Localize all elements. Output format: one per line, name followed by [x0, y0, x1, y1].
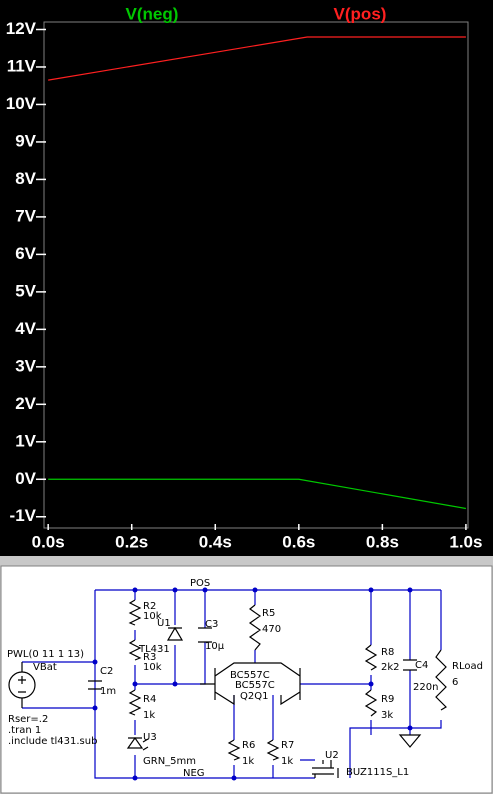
source-param: Rser=.2 [8, 714, 48, 725]
part-value: BC557C [235, 680, 275, 691]
y-tick-label: 6V [15, 244, 36, 263]
part-name: C3 [205, 619, 218, 630]
part-value: 6 [452, 677, 458, 688]
waveform-pane: 12V 11V 10V 9V 8V 7V 6V 5V 4V 3V 2V 1V 0V -1V 0.0s 0.2s… [0, 0, 493, 556]
x-tick-label: 0.0s [32, 532, 65, 551]
y-tick-label: 5V [15, 281, 36, 300]
part-name: R2 [143, 601, 156, 612]
wires [22, 587, 442, 781]
x-tick-label: 1.0s [449, 532, 482, 551]
part-value: 10k [143, 611, 162, 622]
y-tick-label: 1V [15, 431, 36, 450]
y-tick-label: 9V [15, 131, 36, 150]
y-tick-label: 0V [15, 469, 36, 488]
plot-frame [43, 21, 469, 529]
x-tick-label: 0.8s [366, 532, 399, 551]
part-value: 470 [262, 624, 281, 635]
part-value: GRN_5mm [143, 756, 196, 767]
part-name: RLoad [452, 661, 483, 672]
net-label: POS [190, 578, 210, 589]
part-value: 3k [381, 710, 393, 721]
part-name: U2 [325, 750, 339, 761]
legend-entry: V(pos) [334, 4, 387, 23]
part-name: U3 [143, 732, 157, 743]
part-value: BUZ111S_L1 [346, 767, 409, 778]
part-name: R9 [381, 694, 394, 705]
part-name: R8 [381, 647, 394, 658]
y-tick-label: -1V [10, 506, 37, 525]
y-tick-label: 12V [6, 19, 37, 38]
part-value: 220n [413, 682, 438, 693]
directive: .include tl431.sub [8, 736, 97, 747]
y-tick-label: 7V [15, 206, 36, 225]
y-tick-label: 10V [6, 94, 37, 113]
part-value: 1k [242, 756, 254, 767]
y-tick-label: 2V [15, 394, 36, 413]
part-name: R4 [143, 694, 156, 705]
y-tick-label: 8V [15, 169, 36, 188]
part-name: Q2Q1 [240, 691, 268, 702]
series-line [48, 478, 467, 510]
part-value: 1k [143, 710, 155, 721]
y-tick-label: 3V [15, 356, 36, 375]
legend-entry: V(neg) [126, 4, 179, 23]
part-name: VBat [33, 662, 57, 673]
part-value: 2k2 [381, 662, 400, 673]
part-value: BC557C [230, 670, 270, 681]
y-tick-label: 4V [15, 319, 36, 338]
part-name: R7 [281, 740, 294, 751]
part-value: 10µ [205, 641, 225, 652]
x-tick-label: 0.4s [199, 532, 232, 551]
series-line [48, 36, 466, 81]
source-value: PWL(0 11 1 13) [7, 649, 84, 660]
part-name: C2 [100, 666, 113, 677]
components [8, 599, 447, 778]
part-name: U1 [157, 618, 171, 629]
separator [0, 556, 493, 566]
pane-bg [0, 0, 493, 556]
part-name: R3 [143, 652, 156, 663]
part-value: 1k [281, 756, 293, 767]
part-name: C4 [415, 660, 428, 671]
schematic: POS R2 10k U1 TL431 R3 10k C3 10µ R5 470… [0, 556, 493, 794]
part-value: 10k [143, 662, 162, 673]
y-tick-label: 11V [7, 56, 37, 75]
net-label: NEG [183, 768, 205, 779]
part-name: R5 [262, 608, 275, 619]
x-tick-label: 0.6s [282, 532, 315, 551]
part-name: R6 [242, 740, 255, 751]
part-value: TL431 [138, 644, 170, 655]
part-value: 1m [100, 686, 116, 697]
x-tick-label: 0.2s [115, 532, 148, 551]
directive: .tran 1 [8, 725, 41, 736]
